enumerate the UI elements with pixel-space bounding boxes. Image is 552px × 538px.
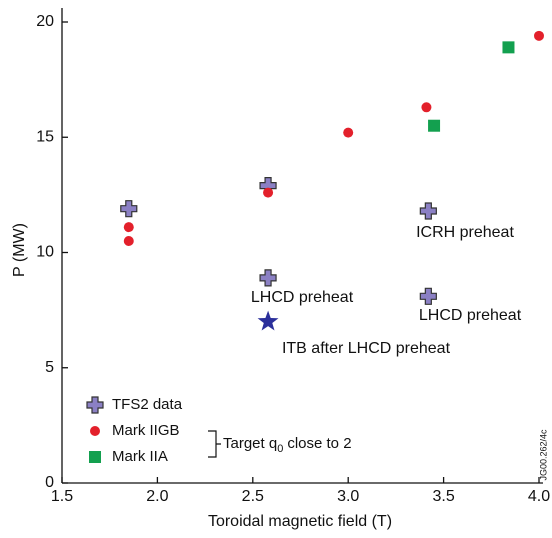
- legend-marker: [90, 426, 100, 436]
- figure-code: JG00.262/4c: [538, 429, 548, 481]
- x-tick-label: 2.0: [146, 488, 168, 505]
- y-tick-label: 0: [45, 474, 54, 491]
- y-tick-label: 20: [36, 13, 54, 30]
- target-note: Target q0 close to 2: [223, 435, 352, 455]
- plus-marker: [259, 269, 277, 287]
- annotation: LHCD preheat: [251, 289, 354, 306]
- circle-marker: [263, 187, 274, 198]
- y-tick-label: 15: [36, 128, 54, 145]
- legend-bracket: [208, 430, 221, 458]
- circle-marker: [534, 30, 544, 41]
- legend-label: Mark IIA: [112, 448, 168, 465]
- plus-marker: [120, 200, 138, 218]
- x-tick-label: 3.5: [432, 488, 454, 505]
- annotation: ITB after LHCD preheat: [282, 340, 451, 357]
- circle-marker: [123, 222, 134, 233]
- legend-label: TFS2 data: [112, 396, 183, 413]
- x-tick-label: 1.5: [51, 488, 73, 505]
- target-note-subscript: 0: [277, 443, 283, 455]
- annotation: ICRH preheat: [416, 224, 514, 241]
- square-marker: [428, 119, 441, 132]
- annotation: LHCD preheat: [419, 307, 522, 324]
- circle-marker: [343, 127, 354, 138]
- y-tick-label: 10: [36, 244, 54, 261]
- y-tick-label: 5: [45, 359, 54, 376]
- x-tick-label: 4.0: [528, 488, 550, 505]
- x-tick-label: 3.0: [337, 488, 359, 505]
- target-note-main: Target q: [223, 435, 277, 452]
- circle-marker: [123, 235, 134, 246]
- circle-marker: [421, 102, 432, 113]
- legend-marker: [89, 451, 101, 463]
- legend-label: Mark IIGB: [112, 422, 180, 439]
- legend-marker: [86, 396, 104, 414]
- target-note-rest: close to 2: [287, 435, 351, 452]
- y-axis-label: P (MW): [11, 223, 28, 277]
- plus-marker: [419, 202, 437, 220]
- plus-marker: [419, 287, 437, 305]
- x-axis-label: Toroidal magnetic field (T): [208, 513, 392, 530]
- square-marker: [502, 41, 515, 54]
- star-marker: [257, 310, 279, 331]
- x-tick-label: 2.5: [242, 488, 264, 505]
